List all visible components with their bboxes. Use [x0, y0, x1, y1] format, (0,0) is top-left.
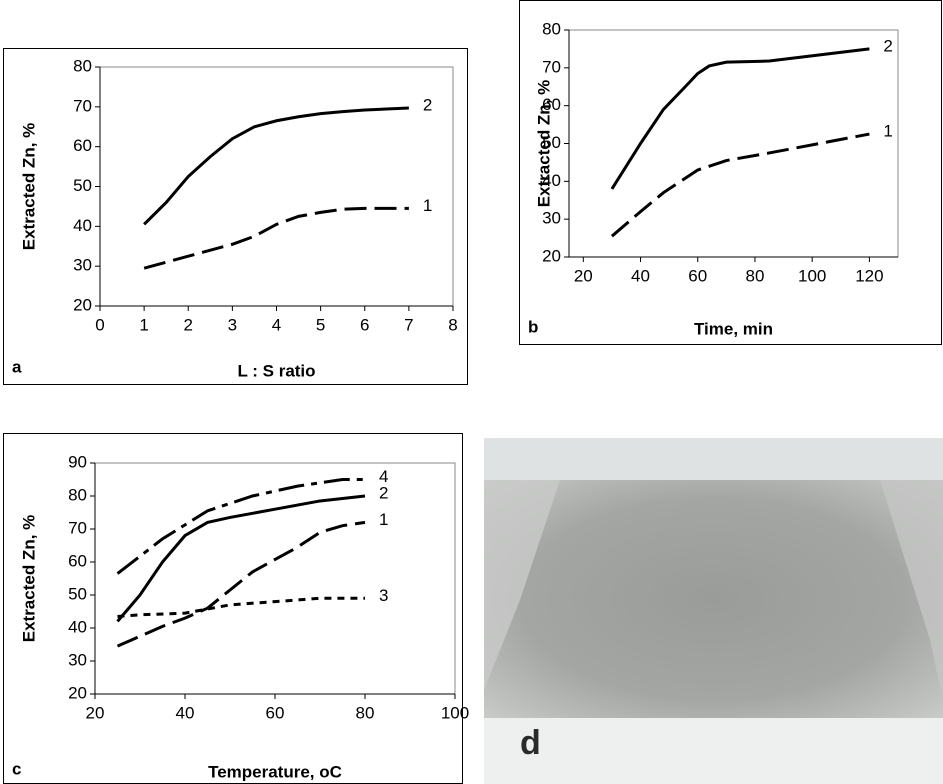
plot-area — [94, 462, 456, 695]
x-tick-label: 8 — [448, 315, 457, 334]
series-label: 4 — [379, 467, 388, 486]
chart: 20 30 40 50 60 70 80 0 1 2 3 4 5 6 7 8 L : S ratio Extrac… — [3, 48, 468, 385]
plot-area — [568, 29, 899, 258]
x-tick-label: 6 — [360, 315, 369, 334]
photo-sample — [484, 480, 943, 718]
y-tick-label: 80 — [73, 56, 92, 75]
y-tick-label: 20 — [68, 683, 87, 702]
y-tick-label: 60 — [68, 551, 87, 570]
series-line — [610, 47, 870, 190]
series-label: 3 — [379, 586, 388, 605]
x-tick-label: 3 — [228, 315, 237, 334]
y-tick-label: 40 — [68, 617, 87, 636]
panel-label: b — [528, 317, 538, 336]
x-tick-label: 100 — [441, 703, 469, 722]
series-line — [143, 106, 409, 226]
y-axis-title: Extracted Zn, % — [534, 80, 553, 208]
series-label: 2 — [423, 96, 432, 115]
x-tick-label: 40 — [631, 266, 650, 285]
x-tick-label: 7 — [404, 315, 413, 334]
x-tick-label: 60 — [266, 703, 285, 722]
y-tick-label: 30 — [542, 209, 561, 228]
panel-frame — [3, 48, 468, 385]
series-line — [117, 596, 365, 618]
y-axis-title: Extracted Zn, % — [19, 515, 38, 643]
y-tick-label: 70 — [68, 518, 87, 537]
panel-label: c — [12, 759, 21, 778]
y-axis-title: Extracted Zn, % — [19, 123, 38, 251]
x-tick-label: 20 — [86, 703, 105, 722]
y-tick-label: 40 — [73, 216, 92, 235]
x-tick-label: 1 — [139, 315, 148, 334]
panel-label: d — [520, 724, 541, 762]
y-tick-label: 80 — [68, 485, 87, 504]
x-tick-label: 80 — [356, 703, 375, 722]
x-tick-label: 60 — [688, 266, 707, 285]
y-tick-label: 20 — [73, 295, 92, 314]
photo-edge — [880, 480, 943, 700]
photo-base — [484, 718, 943, 784]
x-tick-label: 5 — [316, 315, 325, 334]
series-label: 1 — [423, 196, 432, 215]
x-axis-title: L : S ratio — [237, 361, 315, 380]
y-tick-label: 30 — [68, 650, 87, 669]
x-tick-label: 20 — [574, 266, 593, 285]
series-label: 2 — [883, 36, 892, 55]
y-tick-label: 40 — [542, 171, 561, 190]
series-line — [143, 206, 409, 270]
y-tick-label: 50 — [73, 176, 92, 195]
y-tick-label: 30 — [73, 256, 92, 275]
y-tick-label: 50 — [542, 133, 561, 152]
plot-area — [99, 66, 454, 307]
x-tick-label: 4 — [272, 315, 281, 334]
y-tick-label: 70 — [542, 57, 561, 76]
x-tick-label: 2 — [184, 315, 193, 334]
series-line — [116, 520, 366, 648]
y-tick-label: 80 — [542, 19, 561, 38]
series-line — [116, 478, 365, 575]
y-tick-label: 60 — [73, 136, 92, 155]
x-tick-label: 40 — [176, 703, 195, 722]
series-label: 1 — [883, 122, 892, 141]
photo: d — [484, 438, 943, 784]
y-tick-label: 70 — [73, 96, 92, 115]
panel-frame — [519, 0, 942, 345]
y-tick-label: 90 — [68, 452, 87, 471]
series-label: 1 — [379, 510, 388, 529]
series-label: 2 — [379, 483, 388, 502]
panel-label: a — [12, 357, 22, 376]
series-line — [610, 132, 870, 238]
chart: 20 30 40 50 60 70 80 90 20 40 60 80 100 Temperature, … — [3, 433, 469, 784]
photo-edge — [484, 480, 560, 690]
x-tick-label: 120 — [855, 266, 883, 285]
x-axis-title: Time, min — [694, 319, 773, 338]
y-tick-label: 20 — [542, 246, 561, 265]
x-tick-label: 80 — [745, 266, 764, 285]
x-axis-title: Temperature, oC — [208, 762, 342, 781]
series-line — [116, 494, 366, 623]
chart: 20 30 40 50 60 70 80 20 40 60 80 100 120 Time, min Ext… — [519, 0, 942, 345]
y-tick-label: 60 — [542, 95, 561, 114]
x-tick-label: 0 — [95, 315, 104, 334]
x-tick-label: 100 — [798, 266, 826, 285]
y-tick-label: 50 — [68, 584, 87, 603]
